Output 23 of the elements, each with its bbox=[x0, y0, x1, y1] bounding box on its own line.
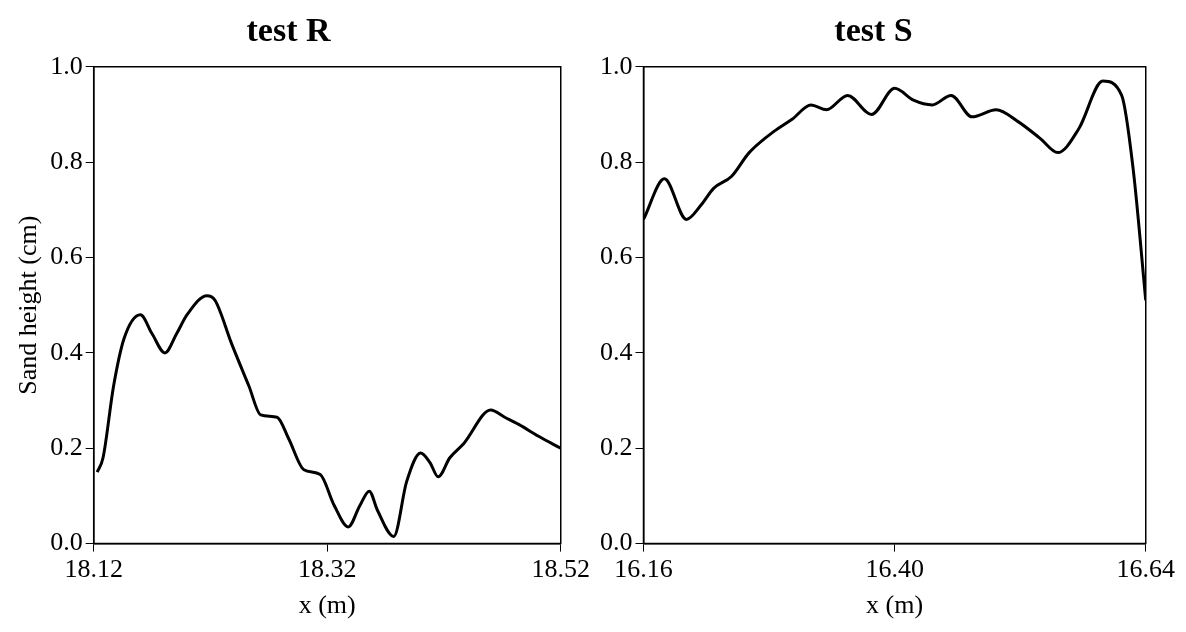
y-tick-label: 0.2 bbox=[600, 432, 633, 462]
x-tick-label: 18.12 bbox=[64, 554, 123, 584]
x-axis-title: x (m) bbox=[866, 590, 924, 620]
y-tick-label: 0.4 bbox=[600, 336, 633, 366]
y-tick-label: 0.8 bbox=[600, 145, 633, 175]
y-tick-label: 0.8 bbox=[50, 145, 83, 175]
y-tick-label: 0.6 bbox=[50, 241, 83, 271]
x-tick-label: 16.40 bbox=[865, 554, 924, 584]
y-tick-label: 1.0 bbox=[600, 50, 633, 80]
x-tick-label: 18.52 bbox=[531, 554, 590, 584]
chart-title: test S bbox=[834, 11, 913, 49]
x-tick-label: 18.32 bbox=[297, 554, 357, 584]
y-axis-title: Sand height (cm) bbox=[13, 215, 43, 395]
y-tick-label: 0.0 bbox=[50, 527, 83, 557]
x-tick-label: 16.16 bbox=[614, 554, 673, 584]
x-axis-title: x (m) bbox=[298, 590, 356, 620]
y-tick-label: 0.6 bbox=[600, 241, 633, 271]
x-tick-label: 16.64 bbox=[1116, 554, 1175, 584]
y-tick-label: 0.2 bbox=[50, 432, 83, 462]
y-tick-label: 0.4 bbox=[50, 336, 83, 366]
y-tick-label: 1.0 bbox=[50, 50, 83, 80]
y-tick-label: 0.0 bbox=[600, 527, 633, 557]
chart-title: test R bbox=[246, 11, 331, 49]
